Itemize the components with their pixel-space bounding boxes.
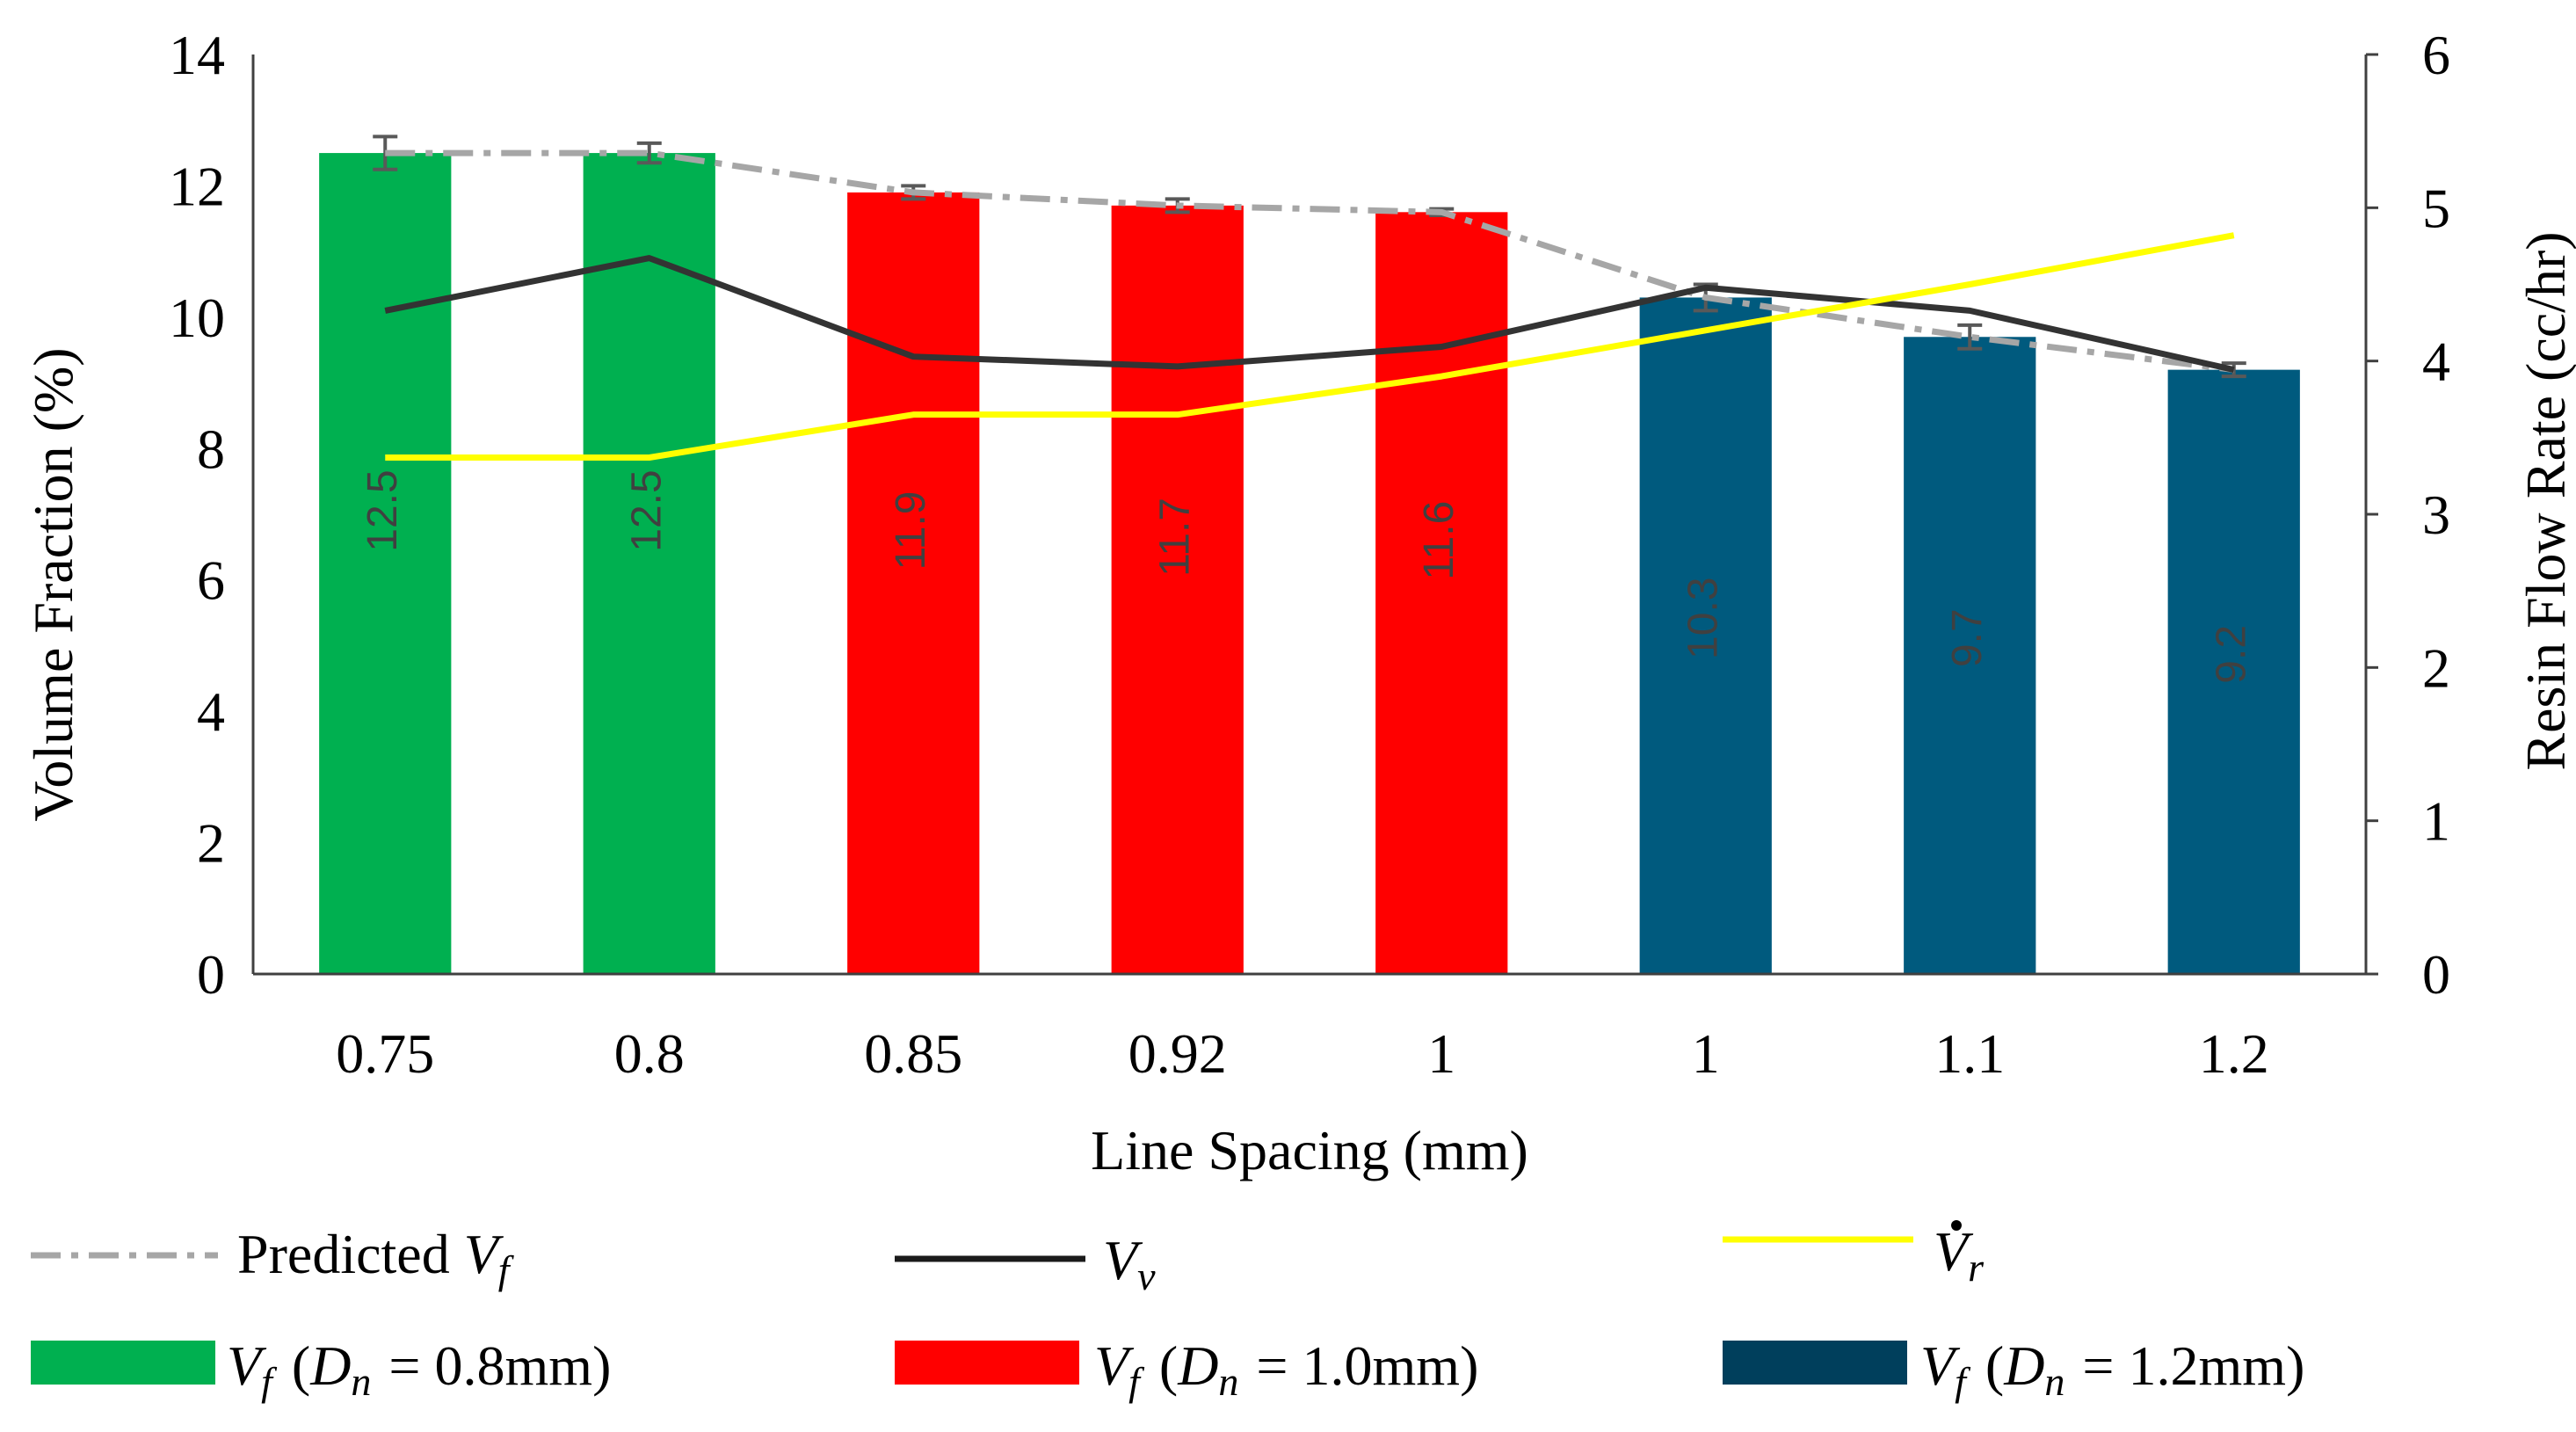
bar-2 [847,192,980,974]
x-tick-label-6: 1.1 [1934,1022,2005,1085]
x-tick-label-3: 0.92 [1128,1022,1227,1085]
bars-layer [319,153,2300,975]
bar-1 [583,153,715,975]
legend-swatch-bar-08 [31,1341,215,1385]
y2-axis-title: Resin Flow Rate (cc/hr) [2514,231,2576,770]
x-tick-label-1: 0.8 [614,1022,685,1085]
y2-tick-label-6: 6 [2422,24,2450,86]
legend-item-bar-10: Vf (Dn = 1.0mm) [895,1334,1478,1404]
y-tick-label-5: 10 [169,287,225,349]
bar-value-label-4: 11.6 [1416,501,1462,580]
bar-value-label-7: 9.2 [2208,625,2254,684]
y-tick-label-3: 6 [197,549,225,612]
x-axis-title: Line Spacing (mm) [1091,1119,1528,1181]
y2-tick-label-1: 1 [2422,790,2450,853]
y-tick-label-2: 4 [197,680,225,743]
series-line-0 [385,149,2235,374]
y-tick-label-6: 12 [169,155,225,217]
legend-item-vv: Vv [895,1229,1156,1298]
bar-value-label-5: 10.3 [1680,578,1726,659]
bar-value-label-2: 11.9 [888,491,934,571]
y2-tick-label-2: 2 [2422,636,2450,699]
y-tick-label-1: 2 [197,812,225,875]
bar-value-label-6: 9.7 [1944,608,1991,667]
y2-tick-label-0: 0 [2422,943,2450,1006]
bar-3 [1111,205,1244,975]
y-axis-title: Volume Fraction (%) [22,347,84,821]
bar-labels-layer: 12.5 12.5 11.9 11.7 11.6 10.3 9.7 9.2 [359,469,2255,683]
x-tick-label-5: 1 [1692,1022,1720,1085]
legend-item-bar-12: Vf (Dn = 1.2mm) [1723,1334,2304,1404]
x-tick-label-2: 0.85 [864,1022,962,1085]
legend-item-predicted: Predicted Vf [31,1223,515,1292]
x-tick-label-0: 0.75 [336,1022,434,1085]
y2-tick-label-5: 5 [2422,177,2450,239]
y2-tick-label-4: 4 [2422,331,2450,393]
legend-label-bar-10: Vf (Dn = 1.0mm) [1094,1334,1478,1404]
lines-layer [384,149,2235,461]
bar-value-label-1: 12.5 [623,469,670,551]
bar-4 [1375,212,1508,975]
y-tick-label-4: 8 [197,418,225,480]
x-tick-label-4: 1 [1427,1022,1455,1085]
legend-label-bar-12: Vf (Dn = 1.2mm) [1920,1334,2304,1404]
bar-value-label-0: 12.5 [359,469,406,551]
y2-tick-label-3: 3 [2422,483,2450,546]
bar-0 [319,153,452,975]
bar-7 [2167,369,2300,975]
bar-6 [1904,337,2036,974]
y-tick-label-0: 0 [197,943,225,1006]
legend-swatch-bar-12 [1723,1341,1907,1385]
legend-label-vr: Vr [1934,1220,1985,1290]
bar-value-label-3: 11.7 [1151,498,1198,577]
legend-label-bar-08: Vf (Dn = 0.8mm) [227,1334,611,1404]
legend-label-predicted: Predicted Vf [237,1223,515,1292]
y-tick-label-7: 14 [169,24,225,86]
legend-label-vv: Vv [1103,1229,1156,1298]
legend-item-vr: Vr [1723,1220,1985,1290]
x-tick-label-7: 1.2 [2199,1022,2269,1085]
legend-item-bar-08: Vf (Dn = 0.8mm) [31,1334,611,1404]
bar-5 [1639,297,1772,974]
legend: Predicted Vf Vv Vr Vf (Dn = 0.8mm) Vf( [31,1220,2304,1404]
legend-swatch-bar-10 [895,1341,1079,1385]
legend-dot-vr [1951,1220,1962,1231]
series-line-2 [385,232,2235,461]
series-line-1 [384,255,2235,374]
